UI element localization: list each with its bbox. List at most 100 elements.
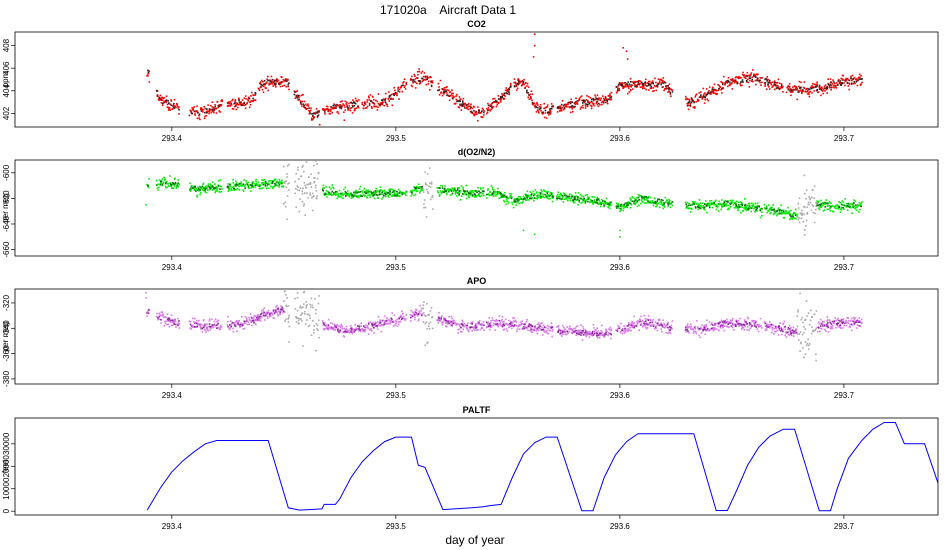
data-point <box>376 109 379 111</box>
data-point <box>814 212 816 215</box>
data-point <box>205 185 208 187</box>
data-point <box>446 94 449 96</box>
data-point <box>663 89 665 92</box>
data-point <box>472 194 474 196</box>
data-point <box>262 91 265 93</box>
data-point <box>372 191 375 193</box>
data-point <box>739 82 741 85</box>
data-point <box>610 328 613 331</box>
data-point <box>403 86 406 88</box>
data-point <box>558 195 560 198</box>
data-point <box>662 86 664 88</box>
data-point <box>316 115 319 117</box>
data-point <box>265 314 267 317</box>
data-point <box>394 193 396 196</box>
data-point <box>830 202 832 204</box>
data-point <box>257 184 260 187</box>
data-point <box>510 82 512 85</box>
data-point <box>339 330 342 333</box>
data-point <box>415 77 418 79</box>
data-point <box>557 106 559 108</box>
data-point <box>194 110 197 113</box>
data-point <box>263 307 266 309</box>
data-point <box>560 108 563 110</box>
data-point <box>517 195 520 198</box>
data-point <box>599 201 601 203</box>
data-point <box>811 92 813 94</box>
data-point <box>820 206 822 208</box>
data-point <box>269 180 272 182</box>
data-point <box>395 321 398 323</box>
data-point <box>288 163 290 166</box>
data-point <box>304 184 306 187</box>
data-point <box>253 319 255 322</box>
data-point <box>385 323 387 325</box>
data-point <box>850 203 852 205</box>
data-point <box>805 219 808 222</box>
data-point <box>719 202 721 205</box>
data-point <box>345 195 347 197</box>
data-point <box>363 326 366 329</box>
data-point <box>429 310 432 312</box>
data-point <box>510 197 513 200</box>
data-point <box>547 333 550 335</box>
data-point <box>625 202 628 205</box>
data-point <box>487 321 489 324</box>
data-point <box>492 195 495 197</box>
data-point <box>730 78 732 81</box>
data-point <box>630 86 633 88</box>
data-point <box>410 316 412 319</box>
data-point <box>798 85 800 88</box>
data-point <box>756 210 758 212</box>
data-point <box>723 75 725 78</box>
data-point <box>721 199 723 201</box>
data-point <box>690 101 693 104</box>
data-point <box>798 197 801 200</box>
data-point <box>178 320 180 322</box>
data-point <box>658 82 660 85</box>
data-point <box>529 329 531 332</box>
data-point <box>643 87 646 89</box>
data-point <box>336 197 338 200</box>
data-point <box>248 96 250 99</box>
data-point <box>176 183 179 185</box>
data-point <box>688 100 691 103</box>
data-point <box>429 321 432 324</box>
data-point <box>251 184 253 187</box>
data-point <box>715 199 717 202</box>
data-point <box>501 316 504 318</box>
data-point <box>242 323 244 325</box>
data-point <box>760 84 762 86</box>
data-point <box>593 199 596 201</box>
data-point <box>690 97 693 99</box>
data-point <box>311 119 313 121</box>
data-point <box>156 187 159 189</box>
data-point <box>542 195 544 197</box>
data-point <box>256 182 258 185</box>
data-point <box>635 199 637 201</box>
data-point <box>418 187 420 189</box>
data-point <box>820 203 822 205</box>
data-point <box>575 199 578 201</box>
data-point <box>642 82 644 85</box>
data-point <box>546 196 549 199</box>
data-point <box>213 188 215 190</box>
data-point <box>533 233 536 235</box>
data-point <box>400 314 402 317</box>
data-point <box>255 319 258 322</box>
data-point <box>622 87 624 90</box>
data-point <box>590 98 593 101</box>
data-point <box>331 184 334 186</box>
data-point <box>693 203 696 205</box>
data-point <box>323 193 326 195</box>
data-point <box>608 207 611 210</box>
data-point <box>759 216 762 219</box>
data-point <box>850 83 853 85</box>
data-point <box>730 199 732 202</box>
data-point <box>388 319 390 321</box>
data-point <box>608 98 611 101</box>
data-point <box>609 332 612 335</box>
data-point <box>309 303 311 306</box>
data-point <box>428 185 430 187</box>
data-point <box>832 205 834 207</box>
